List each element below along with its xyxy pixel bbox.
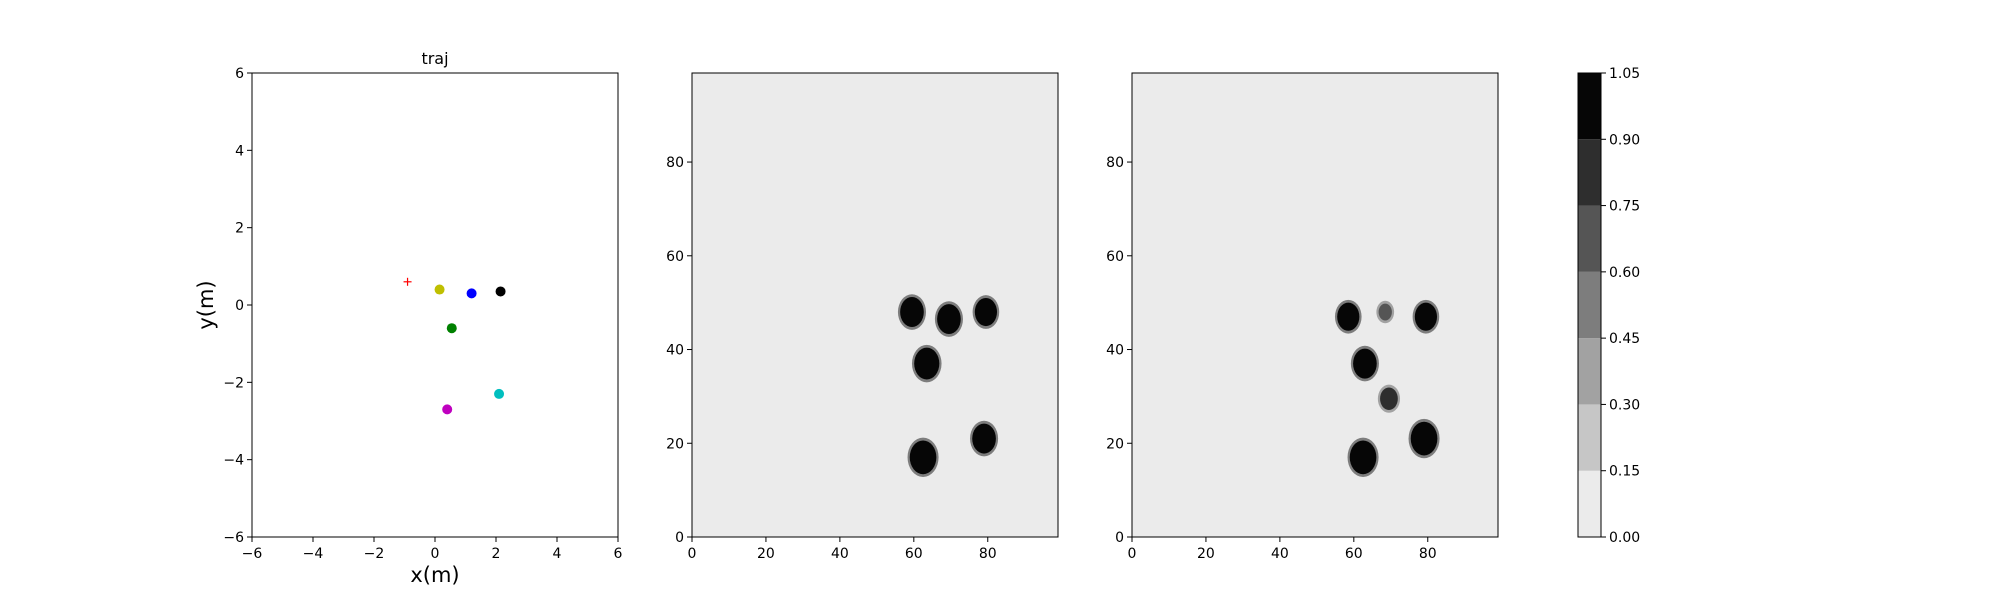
y-tick-label: 2 bbox=[235, 221, 244, 237]
colorbar-tick-label: 0.15 bbox=[1609, 464, 1640, 480]
traj-title: traj bbox=[421, 49, 448, 68]
heatmap-blob bbox=[970, 420, 999, 457]
colorbar-tick-label: 0.00 bbox=[1609, 530, 1640, 546]
colorbar-band bbox=[1578, 139, 1601, 206]
colorbar-band bbox=[1578, 404, 1601, 471]
x-tick-label: 2 bbox=[492, 546, 501, 562]
heatmap-blob bbox=[1347, 437, 1379, 478]
heatmap-1-y-ticks: 0 20 40 60 80 bbox=[666, 155, 692, 546]
y-tick-label: −6 bbox=[223, 530, 244, 546]
x-tick-label: 0 bbox=[1128, 546, 1137, 562]
x-tick-label: 80 bbox=[979, 546, 997, 562]
traj-x-ticks: −6 −4 −2 0 2 4 6 bbox=[242, 537, 623, 562]
heatmap-2-x-ticks: 0 20 40 60 80 bbox=[1128, 537, 1437, 562]
y-tick-label: 40 bbox=[1106, 343, 1124, 359]
heatmap-blob bbox=[972, 295, 1000, 329]
x-tick-label: −6 bbox=[242, 546, 263, 562]
y-tick-label: 0 bbox=[235, 298, 244, 314]
heatmap-2-y-ticks: 0 20 40 60 80 bbox=[1106, 155, 1132, 546]
heatmap-blob bbox=[1408, 418, 1440, 459]
y-tick-label: 0 bbox=[1115, 530, 1124, 546]
x-tick-label: −2 bbox=[364, 546, 385, 562]
heatmap-1-subplot: 0 20 40 60 80 0 20 40 60 80 bbox=[666, 72, 1059, 562]
heatmap-1-background bbox=[692, 73, 1058, 537]
traj-ylabel: y(m) bbox=[194, 280, 218, 329]
colorbar: 0.00 0.15 0.30 0.45 0.60 0.75 0.90 1.05 bbox=[1577, 66, 1640, 546]
y-tick-label: 40 bbox=[666, 343, 684, 359]
y-tick-label: 6 bbox=[235, 66, 244, 82]
y-tick-label: 60 bbox=[666, 249, 684, 265]
heatmap-blob bbox=[911, 344, 942, 383]
traj-point bbox=[495, 286, 506, 297]
colorbar-tick-label: 0.45 bbox=[1609, 331, 1640, 347]
x-tick-label: 80 bbox=[1419, 546, 1437, 562]
x-tick-label: 40 bbox=[1271, 546, 1289, 562]
colorbar-tick-label: 0.75 bbox=[1609, 199, 1640, 215]
colorbar-bands bbox=[1578, 73, 1601, 537]
y-tick-label: −4 bbox=[223, 453, 244, 469]
y-tick-label: 80 bbox=[666, 155, 684, 171]
heatmap-2-blobs bbox=[1334, 299, 1440, 478]
traj-y-ticks: −6 −4 −2 0 2 4 6 bbox=[223, 66, 252, 546]
x-tick-label: 0 bbox=[688, 546, 697, 562]
x-tick-label: 0 bbox=[431, 546, 440, 562]
heatmap-1-blobs bbox=[897, 294, 1000, 478]
y-tick-label: 20 bbox=[1106, 436, 1124, 452]
heatmap-2-background bbox=[1132, 73, 1498, 537]
traj-axes-frame bbox=[251, 72, 619, 538]
y-tick-label: 80 bbox=[1106, 155, 1124, 171]
traj-points bbox=[403, 277, 506, 415]
x-tick-label: 20 bbox=[1197, 546, 1215, 562]
colorbar-band bbox=[1578, 73, 1601, 140]
traj-point bbox=[494, 388, 505, 399]
heatmap-blob bbox=[1350, 345, 1379, 382]
x-tick-label: 40 bbox=[831, 546, 849, 562]
heatmap-blob bbox=[934, 301, 963, 337]
traj-point bbox=[446, 323, 457, 334]
heatmap-1-frame bbox=[691, 72, 1059, 538]
traj-point bbox=[434, 284, 445, 295]
colorbar-tick-label: 0.30 bbox=[1609, 397, 1640, 413]
y-tick-label: 60 bbox=[1106, 249, 1124, 265]
colorbar-band bbox=[1578, 271, 1601, 339]
y-tick-label: 20 bbox=[666, 436, 684, 452]
colorbar-band bbox=[1578, 470, 1601, 537]
colorbar-band bbox=[1578, 338, 1601, 405]
x-tick-label: 60 bbox=[1345, 546, 1363, 562]
traj-xlabel: x(m) bbox=[410, 563, 459, 587]
colorbar-tick-label: 0.90 bbox=[1609, 132, 1640, 148]
heatmap-blob bbox=[907, 437, 939, 478]
x-tick-label: −4 bbox=[303, 546, 324, 562]
traj-subplot: traj −6 −4 −2 0 2 4 6 −6 −4 −2 0 2 4 6 x(m) y(m) bbox=[194, 49, 623, 587]
x-tick-label: 6 bbox=[614, 546, 623, 562]
traj-axes-background bbox=[252, 73, 618, 537]
heatmap-2-subplot: 0 20 40 60 80 0 20 40 60 80 bbox=[1106, 72, 1499, 562]
colorbar-band bbox=[1578, 205, 1601, 272]
colorbar-frame bbox=[1577, 72, 1602, 538]
heatmap-1-x-ticks: 0 20 40 60 80 bbox=[688, 537, 997, 562]
colorbar-tick-label: 0.60 bbox=[1609, 265, 1640, 281]
x-tick-label: 60 bbox=[905, 546, 923, 562]
y-tick-label: 4 bbox=[235, 143, 244, 159]
x-tick-label: 4 bbox=[553, 546, 562, 562]
heatmap-blob bbox=[1376, 300, 1395, 324]
y-tick-label: 0 bbox=[675, 530, 684, 546]
colorbar-ticks: 0.00 0.15 0.30 0.45 0.60 0.75 0.90 1.05 bbox=[1601, 66, 1640, 546]
heatmap-blob bbox=[1377, 384, 1401, 413]
heatmap-blob bbox=[897, 294, 927, 330]
heatmap-blob bbox=[1412, 299, 1440, 334]
x-tick-label: 20 bbox=[757, 546, 775, 562]
traj-point bbox=[442, 404, 453, 415]
traj-point bbox=[466, 288, 477, 299]
target-marker bbox=[403, 277, 412, 286]
colorbar-tick-label: 1.05 bbox=[1609, 66, 1640, 82]
y-tick-label: −2 bbox=[223, 375, 244, 391]
heatmap-2-frame bbox=[1131, 72, 1499, 538]
heatmap-blob bbox=[1334, 299, 1362, 334]
